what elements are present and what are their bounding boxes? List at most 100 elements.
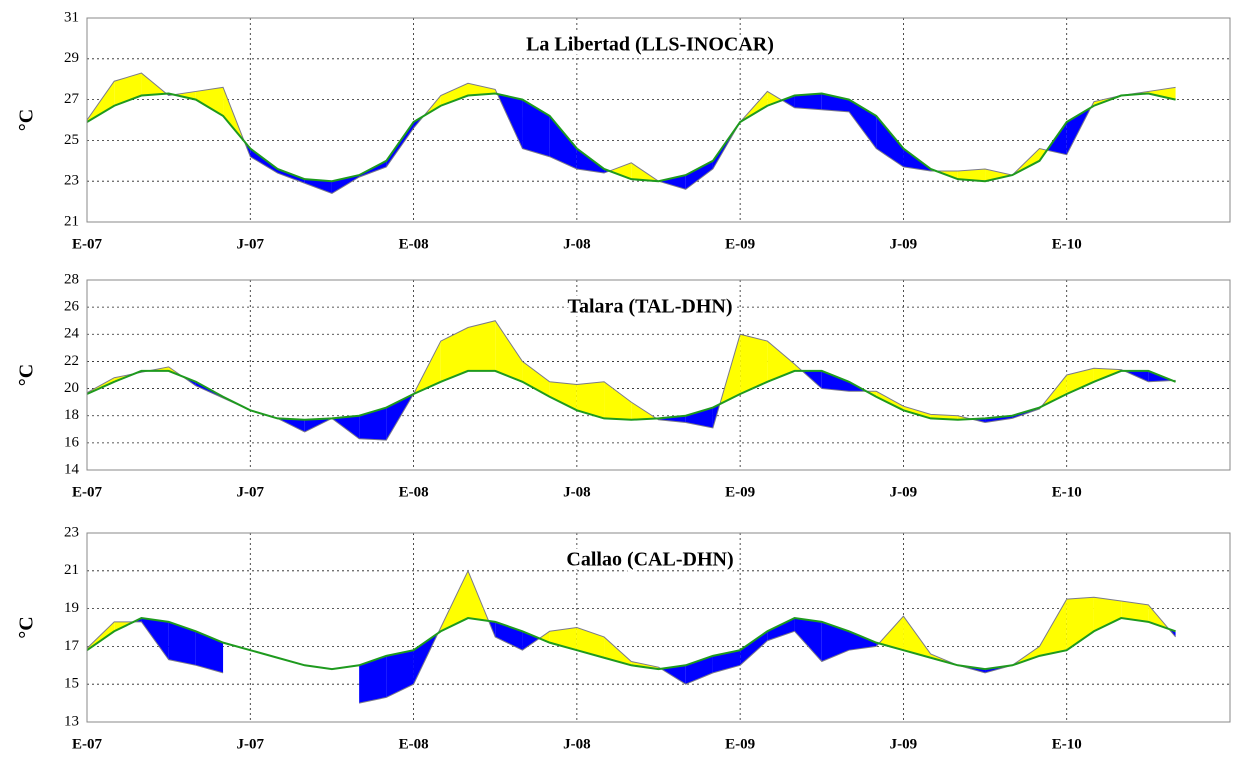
x-tick-label: E-08 <box>399 736 429 752</box>
y-tick-label: 27 <box>64 91 80 107</box>
x-tick-label: E-09 <box>725 236 755 252</box>
anomaly-area <box>957 168 986 182</box>
y-axis-label: °C <box>16 616 38 638</box>
anomaly-area <box>1039 599 1067 656</box>
y-tick-label: 19 <box>64 600 79 616</box>
anomaly-area <box>876 115 904 167</box>
anomaly-area <box>903 616 931 658</box>
observed-line <box>86 72 1176 194</box>
x-tick-label: E-08 <box>399 236 429 252</box>
y-axis-label: °C <box>16 109 38 131</box>
y-tick-label: 16 <box>64 434 80 450</box>
anomaly-area <box>604 636 632 666</box>
y-tick-label: 26 <box>64 299 80 315</box>
x-tick-label: J-09 <box>890 736 918 752</box>
x-tick-label: J-08 <box>563 484 591 500</box>
anomaly-area <box>685 407 713 428</box>
anomaly-area <box>985 168 1013 182</box>
plot-area <box>87 18 1230 222</box>
y-tick-label: 17 <box>64 638 80 654</box>
anomaly-area <box>609 162 632 180</box>
anomaly-area <box>549 627 577 651</box>
anomaly-area <box>468 320 496 371</box>
anomaly-area <box>304 179 332 194</box>
anomaly-area <box>549 381 577 411</box>
chart-title: Callao (CAL-DHN) <box>566 549 733 571</box>
anomaly-area <box>440 327 468 382</box>
plot-area <box>87 533 1230 722</box>
climatology-line <box>86 92 1176 183</box>
x-tick-label: J-07 <box>237 484 265 500</box>
anomaly-area <box>1066 368 1094 394</box>
anomaly-area <box>522 361 550 397</box>
anomaly-area <box>849 631 877 651</box>
y-tick-label: 13 <box>64 713 79 729</box>
y-tick-label: 31 <box>64 9 79 25</box>
anomaly-area <box>1121 601 1149 622</box>
y-tick-label: 23 <box>64 524 79 540</box>
anomaly-area <box>386 650 414 698</box>
anomaly-area <box>195 87 224 116</box>
anomaly-area <box>767 618 795 641</box>
anomaly-area <box>359 655 387 704</box>
anomaly-area <box>782 95 795 108</box>
observed-line <box>86 569 1176 704</box>
x-tick-label: J-09 <box>890 236 918 252</box>
anomaly-area <box>878 616 904 651</box>
y-tick-label: 14 <box>64 461 80 477</box>
anomaly-area <box>468 83 496 96</box>
anomaly-area <box>985 415 1013 423</box>
anomaly-area <box>522 99 550 157</box>
anomaly-area <box>821 370 849 392</box>
chart-title: La Libertad (LLS-INOCAR) <box>526 34 774 56</box>
anomaly-area <box>440 83 468 106</box>
anomaly-area <box>712 650 741 673</box>
anomaly-area <box>495 320 523 382</box>
x-tick-label: E-07 <box>72 736 103 752</box>
anomaly-area <box>658 415 686 423</box>
anomaly-area <box>522 631 540 651</box>
x-tick-label: E-10 <box>1052 736 1082 752</box>
x-tick-label: J-08 <box>563 736 591 752</box>
anomaly-area <box>539 631 550 643</box>
climatology-line <box>86 369 1176 421</box>
y-tick-label: 21 <box>64 213 79 229</box>
x-tick-label: E-09 <box>725 484 755 500</box>
y-tick-label: 22 <box>64 353 79 369</box>
x-tick-label: E-10 <box>1052 484 1082 500</box>
anomaly-area <box>168 621 196 666</box>
chart-title: Talara (TAL-DHN) <box>568 296 733 318</box>
x-tick-label: E-08 <box>399 484 429 500</box>
anomaly-area <box>821 621 849 662</box>
y-tick-label: 25 <box>64 132 79 148</box>
anomaly-area <box>549 115 577 169</box>
anomaly-area <box>359 407 387 441</box>
y-tick-label: 29 <box>64 50 79 66</box>
plot-frame <box>86 532 1231 723</box>
anomaly-area <box>794 618 822 662</box>
x-tick-label: E-07 <box>72 236 103 252</box>
anomaly-area <box>195 631 224 673</box>
anomaly-area <box>604 381 632 420</box>
anomaly-area <box>876 391 904 411</box>
anomaly-area <box>767 341 795 382</box>
y-tick-label: 23 <box>64 173 79 189</box>
y-tick-label: 15 <box>64 676 79 692</box>
anomaly-area <box>740 631 768 666</box>
climatology-line <box>86 617 1176 671</box>
anomaly-area <box>740 334 768 394</box>
anomaly-area <box>658 175 686 190</box>
plot-frame <box>86 279 1231 471</box>
anomaly-area <box>331 415 360 439</box>
anomaly-area <box>1066 597 1094 651</box>
y-tick-label: 24 <box>64 326 80 342</box>
x-tick-label: J-07 <box>237 736 265 752</box>
anomaly-area <box>685 160 713 190</box>
x-tick-label: J-08 <box>563 236 591 252</box>
plot-area <box>87 280 1230 470</box>
y-tick-label: 21 <box>64 562 79 578</box>
anomaly-area <box>141 618 169 660</box>
y-axis-label: °C <box>16 364 38 386</box>
y-tick-label: 28 <box>64 271 79 287</box>
